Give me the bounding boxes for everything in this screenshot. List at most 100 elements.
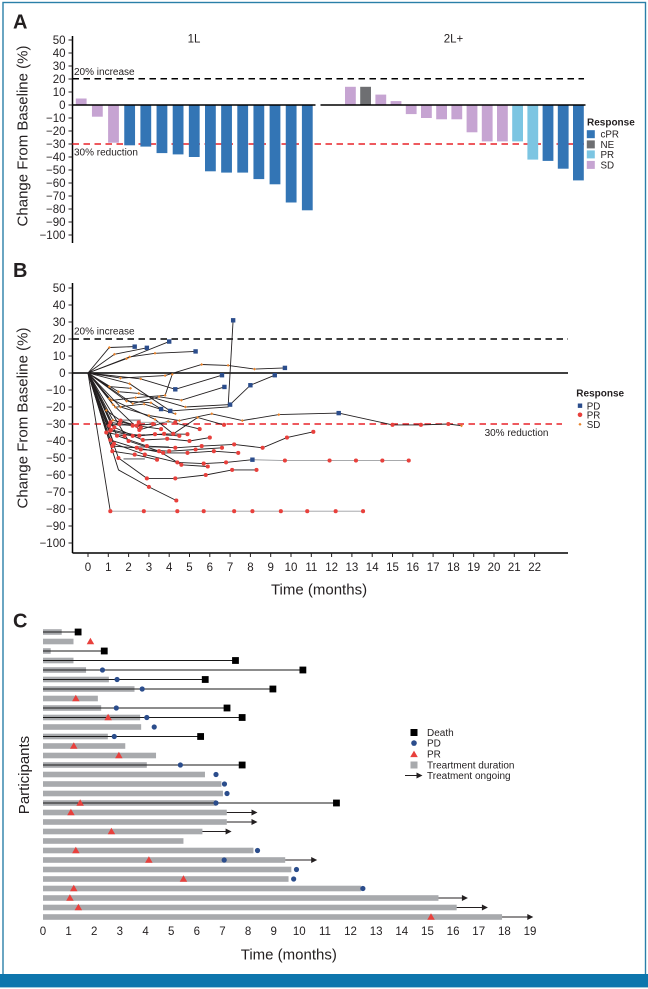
svg-text:30: 30 xyxy=(53,61,66,73)
svg-text:13: 13 xyxy=(346,562,359,574)
svg-text:−40: −40 xyxy=(46,436,66,448)
svg-text:1L: 1L xyxy=(188,34,201,46)
svg-text:18: 18 xyxy=(447,562,460,574)
svg-text:PR: PR xyxy=(587,410,601,421)
svg-text:PD: PD xyxy=(427,739,441,750)
svg-text:5: 5 xyxy=(186,562,192,574)
svg-text:9: 9 xyxy=(267,562,273,574)
svg-text:B: B xyxy=(13,260,27,282)
svg-text:30% reduction: 30% reduction xyxy=(485,428,549,439)
svg-text:7: 7 xyxy=(219,926,225,938)
svg-text:3: 3 xyxy=(117,926,123,938)
svg-text:10: 10 xyxy=(293,926,306,938)
svg-text:−100: −100 xyxy=(40,230,66,242)
svg-text:15: 15 xyxy=(421,926,434,938)
svg-text:−70: −70 xyxy=(46,487,66,499)
svg-text:1: 1 xyxy=(65,926,71,938)
svg-text:−80: −80 xyxy=(46,504,66,516)
svg-text:−10: −10 xyxy=(46,385,66,397)
svg-text:22: 22 xyxy=(528,562,541,574)
svg-text:−50: −50 xyxy=(46,453,66,465)
svg-text:17: 17 xyxy=(472,926,485,938)
svg-text:30: 30 xyxy=(53,317,66,329)
svg-text:2: 2 xyxy=(125,562,131,574)
svg-text:15: 15 xyxy=(386,562,399,574)
svg-text:C: C xyxy=(13,611,27,633)
svg-text:9: 9 xyxy=(270,926,276,938)
svg-text:−90: −90 xyxy=(46,521,66,533)
svg-text:Treartment duration: Treartment duration xyxy=(427,761,514,772)
svg-text:SD: SD xyxy=(587,420,601,431)
svg-text:4: 4 xyxy=(142,926,149,938)
svg-text:Time (months): Time (months) xyxy=(271,582,367,599)
svg-text:20: 20 xyxy=(53,334,66,346)
svg-text:NE: NE xyxy=(601,140,615,151)
svg-text:40: 40 xyxy=(53,48,66,60)
svg-text:Change From Baseline (%): Change From Baseline (%) xyxy=(15,46,32,227)
svg-text:−60: −60 xyxy=(46,470,66,482)
svg-text:−70: −70 xyxy=(46,191,66,203)
svg-text:Treatment ongoing: Treatment ongoing xyxy=(427,771,511,782)
svg-text:4: 4 xyxy=(166,562,173,574)
svg-text:8: 8 xyxy=(247,562,253,574)
svg-text:19: 19 xyxy=(467,562,480,574)
svg-text:20: 20 xyxy=(488,562,501,574)
svg-text:10: 10 xyxy=(53,351,66,363)
svg-text:−50: −50 xyxy=(46,165,66,177)
svg-text:0: 0 xyxy=(59,100,65,112)
svg-text:Participants: Participants xyxy=(16,736,33,814)
svg-text:−30: −30 xyxy=(46,419,66,431)
svg-text:20% increase: 20% increase xyxy=(74,327,135,338)
svg-text:16: 16 xyxy=(406,562,419,574)
svg-text:6: 6 xyxy=(194,926,200,938)
svg-text:cPR: cPR xyxy=(601,130,620,141)
svg-text:−10: −10 xyxy=(46,113,66,125)
svg-text:−90: −90 xyxy=(46,217,66,229)
svg-text:Time (months): Time (months) xyxy=(241,947,337,964)
svg-text:1: 1 xyxy=(105,562,111,574)
svg-text:10: 10 xyxy=(285,562,298,574)
svg-text:7: 7 xyxy=(227,562,233,574)
svg-text:8: 8 xyxy=(245,926,251,938)
svg-text:30% reduction: 30% reduction xyxy=(74,148,138,159)
svg-text:50: 50 xyxy=(53,283,66,295)
svg-text:16: 16 xyxy=(447,926,460,938)
svg-text:−30: −30 xyxy=(46,139,66,151)
svg-text:19: 19 xyxy=(524,926,537,938)
svg-text:SD: SD xyxy=(601,160,615,171)
svg-text:−40: −40 xyxy=(46,152,66,164)
svg-text:−80: −80 xyxy=(46,204,66,216)
svg-text:2L+: 2L+ xyxy=(444,34,464,46)
svg-text:14: 14 xyxy=(366,562,379,574)
svg-text:Response: Response xyxy=(587,118,635,129)
svg-text:18: 18 xyxy=(498,926,511,938)
svg-text:20: 20 xyxy=(53,74,66,86)
svg-text:−100: −100 xyxy=(40,538,66,550)
svg-text:21: 21 xyxy=(508,562,521,574)
svg-text:−60: −60 xyxy=(46,178,66,190)
svg-text:0: 0 xyxy=(85,562,91,574)
svg-text:14: 14 xyxy=(395,926,408,938)
svg-text:3: 3 xyxy=(146,562,152,574)
svg-text:13: 13 xyxy=(370,926,383,938)
svg-text:−20: −20 xyxy=(46,402,66,414)
svg-text:50: 50 xyxy=(53,35,66,47)
svg-text:11: 11 xyxy=(319,926,331,938)
svg-text:5: 5 xyxy=(168,926,174,938)
svg-text:12: 12 xyxy=(325,562,338,574)
svg-text:17: 17 xyxy=(427,562,440,574)
svg-text:6: 6 xyxy=(207,562,213,574)
svg-text:PD: PD xyxy=(587,401,601,412)
svg-text:12: 12 xyxy=(344,926,357,938)
svg-text:11: 11 xyxy=(305,562,317,574)
svg-text:2: 2 xyxy=(91,926,97,938)
svg-text:Change From Baseline (%): Change From Baseline (%) xyxy=(15,328,32,509)
svg-text:20% increase: 20% increase xyxy=(74,67,135,78)
svg-text:PR: PR xyxy=(427,750,441,761)
svg-text:−20: −20 xyxy=(46,126,66,138)
svg-text:0: 0 xyxy=(40,926,46,938)
svg-text:0: 0 xyxy=(59,368,65,380)
svg-text:40: 40 xyxy=(53,300,66,312)
svg-text:PR: PR xyxy=(601,150,615,161)
svg-text:Response: Response xyxy=(576,388,624,399)
